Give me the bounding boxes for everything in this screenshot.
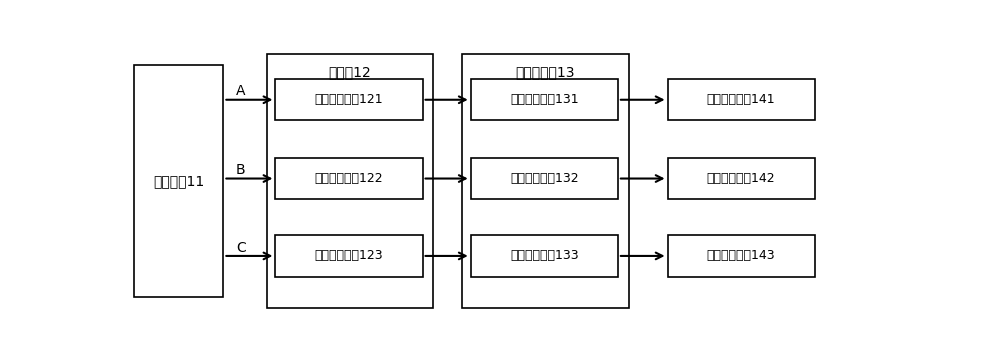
Bar <box>471 235 618 277</box>
Text: B: B <box>236 163 245 177</box>
Bar <box>134 65 223 297</box>
Text: 第一驱动电路121: 第一驱动电路121 <box>315 93 383 106</box>
Text: 第二驱动电路122: 第二驱动电路122 <box>315 172 383 185</box>
Text: 第三滤波电容143: 第三滤波电容143 <box>707 250 775 262</box>
Text: 驱动板12: 驱动板12 <box>329 65 372 79</box>
Bar <box>668 158 815 199</box>
Bar <box>462 54 629 308</box>
Text: 第一相晶闸管131: 第一相晶闸管131 <box>510 93 579 106</box>
Text: C: C <box>236 241 246 255</box>
Bar <box>668 79 815 121</box>
Text: 三相晶闸管13: 三相晶闸管13 <box>516 65 575 79</box>
Text: 第一滤波电容141: 第一滤波电容141 <box>707 93 775 106</box>
Text: 第二相晶闸管132: 第二相晶闸管132 <box>510 172 579 185</box>
Bar <box>275 79 423 121</box>
Bar <box>668 235 815 277</box>
Text: 第三驱动电路123: 第三驱动电路123 <box>315 250 383 262</box>
Text: A: A <box>236 84 245 98</box>
Bar <box>275 235 423 277</box>
Text: 第二滤波电容142: 第二滤波电容142 <box>707 172 775 185</box>
Bar <box>471 79 618 121</box>
Text: 第三相晶闸管133: 第三相晶闸管133 <box>510 250 579 262</box>
Bar <box>267 54 433 308</box>
Bar <box>471 158 618 199</box>
Bar <box>275 158 423 199</box>
Text: 主控芯片11: 主控芯片11 <box>153 174 204 188</box>
